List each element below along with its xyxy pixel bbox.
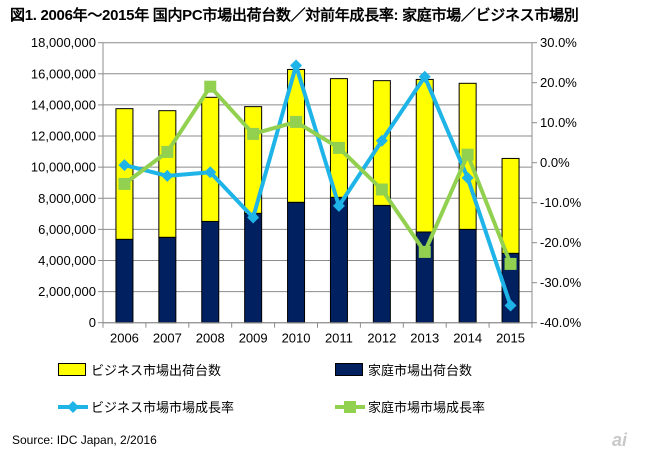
right-tick-label: -10.0% bbox=[540, 195, 582, 210]
legend-label: 家庭市場市場成長率 bbox=[368, 400, 486, 415]
right-tick-label: 10.0% bbox=[540, 115, 577, 130]
data-point-diamond bbox=[290, 59, 303, 72]
data-point-diamond bbox=[118, 159, 131, 172]
chart-title: 図1. 2006年～2015年 国内PC市場出荷台数／対前年成長率: 家庭市場／… bbox=[10, 7, 579, 24]
data-point-diamond bbox=[204, 166, 217, 179]
bar-business bbox=[501, 157, 520, 254]
legend-item-home-growth: 家庭市場市場成長率 bbox=[335, 397, 485, 416]
left-tick-label: 4,000,000 bbox=[38, 253, 96, 268]
left-tick-label: 6,000,000 bbox=[38, 222, 96, 237]
right-tick-label: -20.0% bbox=[540, 235, 582, 250]
legend-item-business-growth: ビジネス市場市場成長率 bbox=[58, 397, 234, 416]
bar-business bbox=[115, 108, 134, 240]
data-point-diamond bbox=[504, 299, 517, 312]
data-point-square bbox=[247, 127, 260, 140]
x-tick-label: 2013 bbox=[410, 331, 439, 346]
bar-home bbox=[115, 238, 134, 324]
data-point-square bbox=[375, 183, 388, 196]
legend-label: 家庭市場出荷台数 bbox=[368, 363, 473, 378]
x-tick-label: 2006 bbox=[110, 331, 139, 346]
data-point-diamond bbox=[161, 169, 174, 182]
data-point-diamond bbox=[461, 171, 474, 184]
data-point-square bbox=[332, 141, 345, 154]
x-tick-label: 2015 bbox=[496, 331, 525, 346]
data-point-square bbox=[418, 245, 431, 258]
right-tick-label: 30.0% bbox=[540, 35, 577, 50]
data-point-square bbox=[504, 257, 517, 270]
left-tick-label: 14,000,000 bbox=[31, 97, 96, 112]
logo: ai bbox=[612, 430, 628, 450]
bar-home bbox=[329, 196, 348, 324]
legend-swatch-navy bbox=[335, 363, 363, 376]
bar-home bbox=[158, 236, 177, 324]
data-point-square bbox=[461, 148, 474, 161]
left-tick-label: 12,000,000 bbox=[31, 129, 96, 144]
legend-line-green-square-icon bbox=[335, 400, 365, 413]
legend-label: ビジネス市場市場成長率 bbox=[91, 400, 235, 415]
right-tick-label: 0.0% bbox=[540, 155, 570, 170]
data-point-square bbox=[118, 177, 131, 190]
bar-home bbox=[372, 204, 391, 324]
legend-item-business-shipments: ビジネス市場出荷台数 bbox=[58, 360, 221, 379]
data-point-square bbox=[161, 145, 174, 158]
left-tick-label: 0 bbox=[89, 315, 96, 330]
bar-home bbox=[201, 220, 220, 324]
data-point-diamond bbox=[332, 199, 345, 212]
x-tick-label: 2007 bbox=[153, 331, 182, 346]
bar-business bbox=[201, 96, 220, 222]
left-tick-label: 18,000,000 bbox=[31, 35, 96, 50]
data-point-diamond bbox=[375, 134, 388, 147]
bar-home bbox=[244, 212, 263, 324]
legend-label: ビジネス市場出荷台数 bbox=[91, 363, 222, 378]
bar-business bbox=[415, 78, 434, 233]
left-tick-label: 10,000,000 bbox=[31, 160, 96, 175]
legend-line-blue-diamond-icon bbox=[58, 400, 88, 413]
data-point-square bbox=[204, 80, 217, 93]
x-tick-label: 2008 bbox=[196, 331, 225, 346]
data-point-square bbox=[290, 115, 303, 128]
legend-swatch-yellow bbox=[58, 363, 86, 376]
growth-line bbox=[123, 84, 513, 265]
left-tick-label: 2,000,000 bbox=[38, 284, 96, 299]
x-tick-label: 2009 bbox=[239, 331, 268, 346]
left-tick-label: 8,000,000 bbox=[38, 191, 96, 206]
source-note: Source: IDC Japan, 2/2016 bbox=[12, 433, 157, 447]
x-tick-label: 2012 bbox=[367, 331, 396, 346]
data-point-diamond bbox=[247, 211, 260, 224]
right-tick-label: 20.0% bbox=[540, 75, 577, 90]
x-tick-label: 2010 bbox=[282, 331, 311, 346]
right-tick-label: -30.0% bbox=[540, 275, 582, 290]
data-point-diamond bbox=[418, 70, 431, 83]
right-tick-label: -40.0% bbox=[540, 315, 582, 330]
bar-home bbox=[287, 201, 306, 324]
x-tick-label: 2014 bbox=[453, 331, 482, 346]
legend-item-home-shipments: 家庭市場出荷台数 bbox=[335, 360, 472, 379]
x-tick-label: 2011 bbox=[325, 331, 353, 346]
bar-business bbox=[329, 78, 348, 198]
left-tick-label: 16,000,000 bbox=[31, 66, 96, 81]
bar-home bbox=[458, 228, 477, 324]
